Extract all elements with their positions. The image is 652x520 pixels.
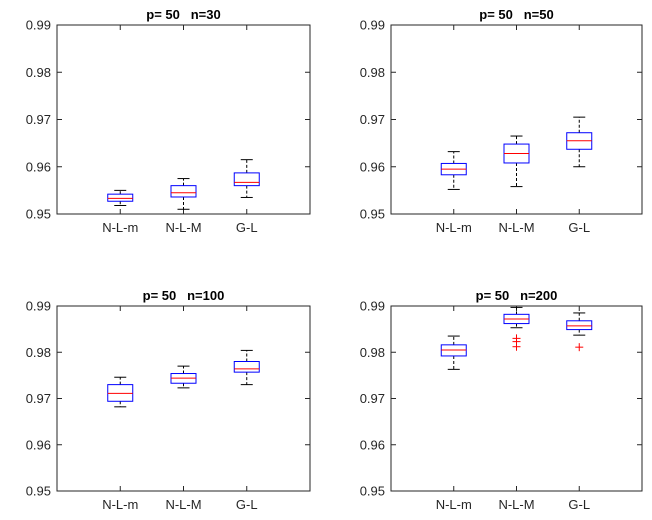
y-tick-label: 0.96 (26, 437, 51, 452)
x-tick-label: G-L (568, 497, 590, 512)
x-tick-label: N-L-M (165, 220, 201, 235)
y-tick-label: 0.96 (26, 159, 51, 174)
y-tick-label: 0.95 (360, 207, 385, 222)
y-tick-label: 0.97 (26, 112, 51, 127)
chart-panel-2: p= 50 n=50 0.95 0.96 0.97 0.98 0.99 N-L-m N-L-M… (360, 7, 642, 235)
y-tick-label: 0.97 (360, 112, 385, 127)
y-tick-label: 0.99 (26, 299, 51, 314)
x-tick-label: N-L-m (436, 220, 472, 235)
y-tick-label: 0.95 (360, 484, 385, 499)
y-tick-label: 0.99 (360, 299, 385, 314)
chart-panel-4: p= 50 n=200 0.95 0.96 0.97 0.98 0.99 N-L-m N-L-… (360, 288, 642, 512)
x-tick-label: N-L-M (498, 497, 534, 512)
x-tick-label: N-L-M (498, 220, 534, 235)
y-tick-label: 0.99 (26, 18, 51, 33)
y-tick-label: 0.97 (360, 391, 385, 406)
y-tick-label: 0.95 (26, 207, 51, 222)
chart-title: p= 50 n=100 (143, 288, 225, 303)
x-tick-label: N-L-m (436, 497, 472, 512)
x-tick-label: G-L (568, 220, 590, 235)
chart-title: p= 50 n=30 (146, 7, 220, 22)
y-tick-label: 0.96 (360, 437, 385, 452)
y-tick-label: 0.98 (26, 345, 51, 360)
chart-title: p= 50 n=200 (476, 288, 558, 303)
plot-area (391, 306, 642, 491)
chart-panel-3: p= 50 n=100 0.95 0.96 0.97 0.98 0.99 N-L-m N-L-… (26, 288, 310, 512)
y-tick-label: 0.98 (360, 345, 385, 360)
x-tick-label: G-L (236, 497, 258, 512)
plot-area (57, 306, 310, 491)
y-tick-label: 0.96 (360, 159, 385, 174)
x-tick-label: N-L-m (102, 497, 138, 512)
x-tick-label: N-L-M (165, 497, 201, 512)
y-tick-label: 0.95 (26, 484, 51, 499)
x-tick-label: N-L-m (102, 220, 138, 235)
y-tick-label: 0.98 (26, 65, 51, 80)
chart-panel-1: p= 50 n=30 0.95 0.96 0.97 0.98 0.99 N-L-m N-L-M… (26, 7, 310, 235)
x-tick-label: G-L (236, 220, 258, 235)
y-tick-label: 0.97 (26, 391, 51, 406)
y-tick-label: 0.98 (360, 65, 385, 80)
y-tick-label: 0.99 (360, 18, 385, 33)
chart-title: p= 50 n=50 (479, 7, 553, 22)
